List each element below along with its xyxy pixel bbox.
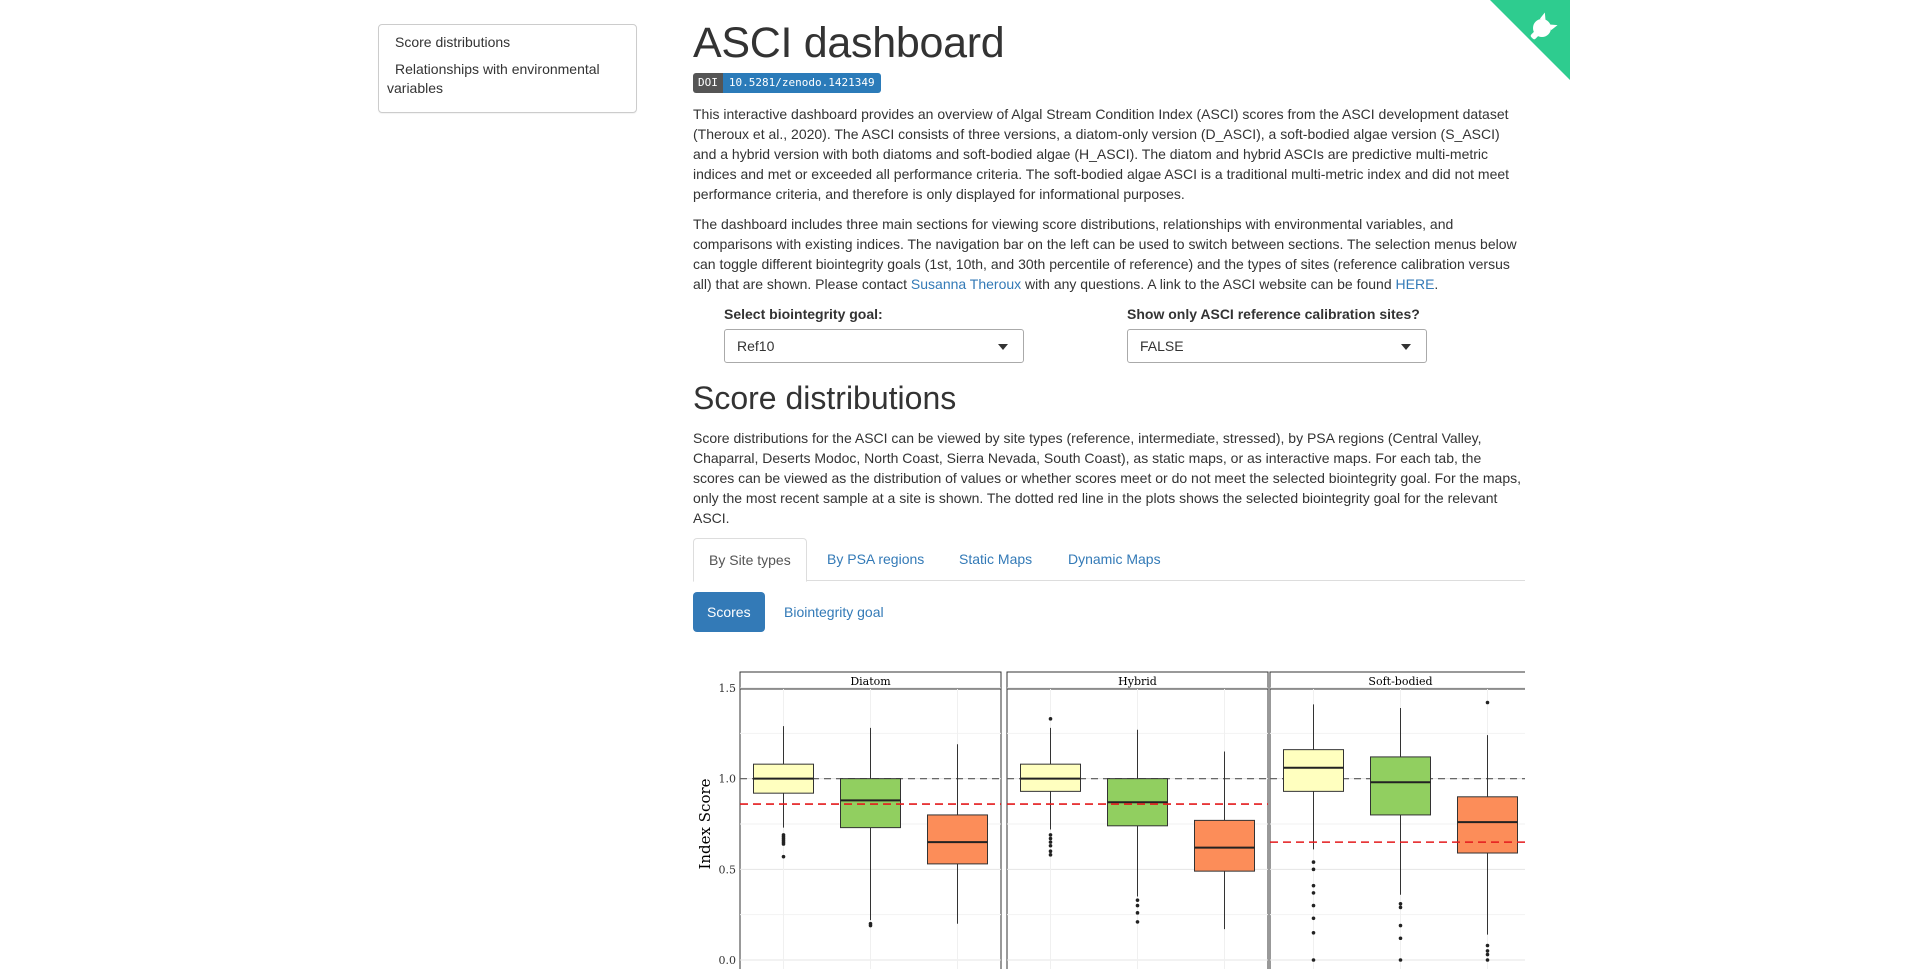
outlier-point [1048,853,1053,857]
outlier-point [1048,836,1053,841]
section-description: Score distributions for the ASCI can be … [693,430,1521,526]
box [1194,819,1255,872]
box [840,778,901,829]
outlier-point [1398,936,1403,941]
outlier-point [1398,901,1403,906]
goal-select-label: Select biointegrity goal: [724,306,883,322]
intro-paragraph-2: The dashboard includes three main sectio… [693,214,1525,294]
facet-label: Soft-bodied [1368,675,1432,688]
page-title: ASCI dashboard [693,19,1005,67]
tab-by-site-types[interactable]: By Site types [693,538,807,582]
contact-link[interactable]: Susanna Theroux [910,276,1022,292]
doi-badge-value: 10.5281/zenodo.1421349 [722,73,881,93]
outlier-point [1311,860,1316,864]
goal-select[interactable]: Ref10 [724,329,1024,363]
outlier-point [1311,867,1316,872]
outlier-point [1398,923,1403,928]
chevron-down-icon [1401,344,1411,350]
asci-website-link[interactable]: HERE [1395,276,1435,292]
goal-select-value: Ref10 [737,338,775,354]
outlier-point [1048,840,1053,844]
outlier-point [1135,903,1140,908]
outlier-point [1311,891,1316,895]
box [1370,756,1431,816]
score-boxplot-chart: Index Score 0.0 0.5 1.0 1.5 Diatom Hybrid Soft… [696,671,1525,969]
subtab-scores[interactable]: Scores [693,592,765,632]
outlier-point [1311,931,1316,935]
outlier-point [781,833,786,837]
outlier-point [1485,949,1490,953]
outlier-point [1311,903,1316,908]
sidebar-nav: Score distributions Relationships with e… [378,24,637,113]
reference-select-value: FALSE [1140,338,1184,354]
tab-by-psa-regions[interactable]: By PSA regions [827,551,925,567]
outlier-point [1485,958,1490,962]
tab-dynamic-maps[interactable]: Dynamic Maps [1068,551,1161,567]
y-tick-label: 0.5 [719,863,737,876]
facet-label: Hybrid [1118,675,1157,688]
intro-paragraph-2-text: The dashboard includes three main sectio… [693,216,1517,292]
section-title: Score distributions [693,380,957,416]
reference-select[interactable]: FALSE [1127,329,1427,363]
outlier-point [1398,905,1403,910]
intro-paragraph-2-mid: with any questions. A link to the ASCI w… [1021,276,1396,292]
intro-paragraph-2-end: . [1434,276,1439,292]
outlier-point [1485,943,1490,948]
chevron-down-icon [998,344,1008,350]
doi-badge-label: DOI [693,73,723,93]
outlier-point [1048,833,1053,837]
outlier-point [1048,843,1053,848]
y-tick-label: 0.0 [719,954,737,967]
outlier-point [1311,916,1316,921]
intro-paragraph-1: This interactive dashboard provides an o… [693,106,1510,202]
outlier-point [1485,952,1490,957]
facet-label: Diatom [850,675,891,688]
box [1283,749,1344,792]
sidebar-item-relationships[interactable]: Relationships with environmental variabl… [387,61,600,96]
outlier-point [781,854,786,859]
box [927,814,988,865]
github-octocat-icon[interactable] [1490,0,1570,80]
sidebar-item-score-distributions[interactable]: Score distributions [395,34,511,50]
tab-bar: By Site types By PSA regions Static Maps… [693,538,1525,582]
box [1457,796,1518,854]
y-axis-label: Index Score [696,778,714,869]
outlier-point [1135,911,1140,915]
outlier-point [1311,958,1316,962]
outlier-point [1135,898,1140,902]
doi-badge[interactable]: DOI 10.5281/zenodo.1421349 [693,73,881,93]
subtab-biointegrity-goal[interactable]: Biointegrity goal [784,604,884,620]
outlier-point [1135,920,1140,924]
tab-static-maps[interactable]: Static Maps [959,551,1033,567]
outlier-point [1311,883,1316,888]
outlier-point [1048,717,1053,721]
y-tick-label: 1.5 [719,682,737,695]
outlier-point [868,921,873,926]
outlier-point [1398,958,1403,962]
y-tick-label: 1.0 [719,773,737,786]
outlier-point [1485,700,1490,705]
outlier-point [1048,849,1053,853]
reference-select-label: Show only ASCI reference calibration sit… [1127,306,1420,322]
